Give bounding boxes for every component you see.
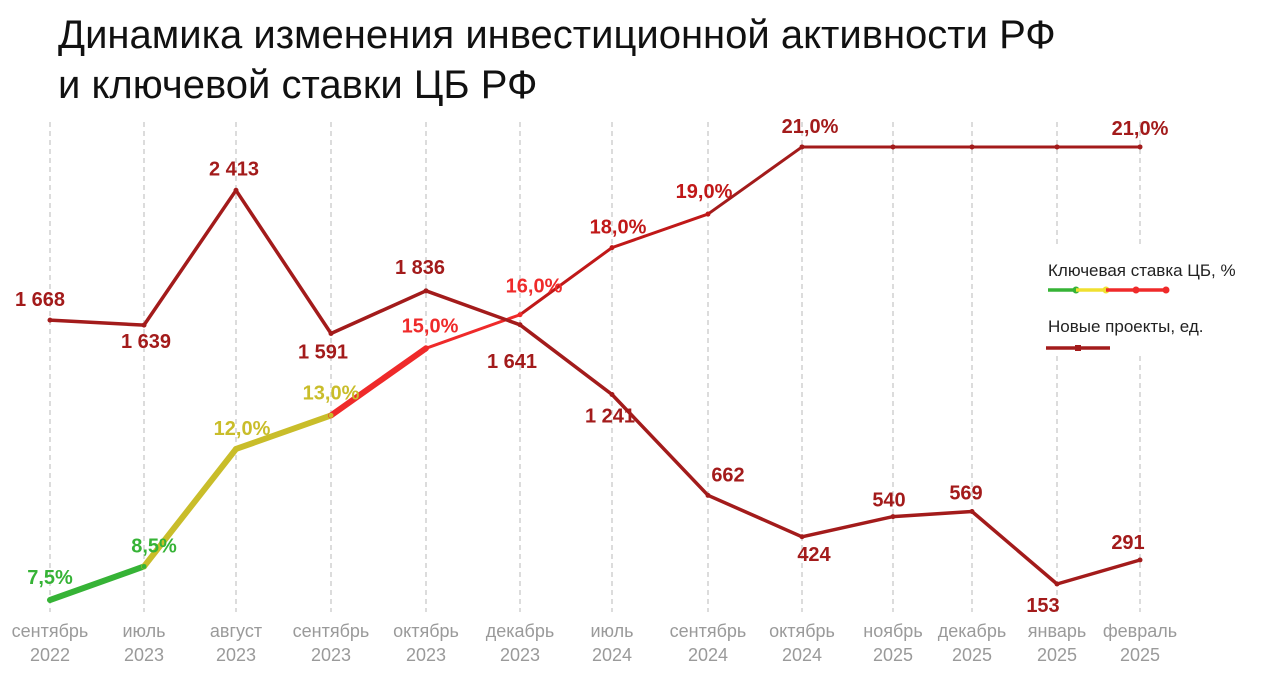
- x-tick-label-6: июль 2024: [590, 621, 633, 665]
- key-rate-point-11: [1054, 144, 1060, 150]
- x-tick-label-11: январь 2025: [1028, 621, 1086, 665]
- legend: Ключевая ставка ЦБ, % Новые проекты, ед.: [1036, 248, 1280, 354]
- new-projects-label-6: 1 241: [585, 405, 635, 427]
- key-rate-point-3: [328, 412, 334, 418]
- key-rate-segment-7: [706, 145, 804, 216]
- key-rate-segment-1: [141, 445, 239, 570]
- key-rate-point-8: [799, 144, 805, 150]
- key-rate-label-8: 21,0%: [782, 116, 839, 138]
- x-axis-labels: сентябрь 2022 июль 2023 август 2023 сентябрь 20…: [12, 621, 1177, 665]
- new-projects-point-7: [705, 492, 711, 498]
- new-projects-point-8: [799, 534, 805, 540]
- chart-title-line-1: Динамика изменения инвестиционной активн…: [58, 13, 1056, 57]
- key-rate-point-12: [1137, 144, 1143, 150]
- new-projects-line: [49, 188, 1141, 586]
- key-rate-data-labels: 7,5% 8,5% 12,0% 13,0% 15,0% 16,0% 18,0% 19,0% 21…: [27, 116, 1168, 589]
- key-rate-segment-0: [47, 563, 147, 603]
- key-rate-label-2: 12,0%: [214, 418, 271, 440]
- new-projects-label-10: 569: [949, 483, 982, 505]
- x-tick-label-4: октябрь 2023: [393, 621, 459, 665]
- key-rate-label-5: 16,0%: [506, 276, 563, 298]
- new-projects-label-12: 291: [1111, 532, 1144, 554]
- new-projects-point-2: [233, 187, 239, 193]
- key-rate-segment-5: [518, 246, 614, 317]
- new-projects-label-0: 1 668: [15, 289, 65, 311]
- key-rate-segment-3: [328, 345, 429, 419]
- legend-new-projects-label: Новые проекты, ед.: [1048, 317, 1204, 336]
- vertical-gridlines: [49, 122, 1141, 612]
- key-rate-point-6: [609, 245, 615, 251]
- key-rate-label-4: 15,0%: [402, 315, 459, 337]
- new-projects-point-10: [969, 509, 975, 515]
- key-rate-segment-6: [610, 212, 710, 250]
- new-projects-point-0: [47, 317, 53, 323]
- new-projects-label-8: 424: [797, 544, 831, 566]
- chart-title-line-2: и ключевой ставки ЦБ РФ: [58, 63, 538, 107]
- x-tick-label-10: декабрь 2025: [938, 621, 1007, 665]
- x-tick-label-3: сентябрь 2023: [293, 621, 370, 665]
- key-rate-label-6: 18,0%: [590, 217, 647, 239]
- key-rate-point-10: [969, 144, 975, 150]
- new-projects-label-5: 1 641: [487, 351, 537, 373]
- new-projects-label-9: 540: [872, 490, 905, 512]
- new-projects-point-4: [423, 288, 429, 294]
- new-projects-label-2: 2 413: [209, 158, 259, 180]
- new-projects-label-7: 662: [711, 464, 744, 486]
- key-rate-label-3: 13,0%: [303, 382, 360, 404]
- new-projects-point-5: [517, 322, 523, 328]
- x-tick-label-1: июль 2023: [122, 621, 165, 665]
- new-projects-point-3: [328, 331, 334, 337]
- new-projects-point-11: [1054, 581, 1060, 587]
- x-tick-label-7: сентябрь 2024: [670, 621, 747, 665]
- x-tick-label-8: октябрь 2024: [769, 621, 835, 665]
- new-projects-label-11: 153: [1026, 595, 1059, 617]
- key-rate-point-7: [705, 211, 711, 217]
- new-projects-point-9: [890, 514, 896, 520]
- x-tick-label-5: декабрь 2023: [486, 621, 555, 665]
- legend-box: [1036, 248, 1280, 354]
- key-rate-series: [47, 144, 1143, 603]
- new-projects-series: [47, 187, 1143, 587]
- key-rate-label-1: 8,5%: [131, 535, 177, 557]
- legend-key-rate-marker-3: [1162, 286, 1170, 294]
- legend-new-projects-marker: [1075, 345, 1081, 351]
- key-rate-point-4: [423, 345, 429, 351]
- x-tick-label-9: ноябрь 2025: [863, 621, 922, 665]
- chart-title: Динамика изменения инвестиционной активн…: [58, 10, 1273, 110]
- key-rate-point-2: [233, 446, 239, 452]
- x-tick-label-12: февраль 2025: [1103, 621, 1177, 665]
- key-rate-point-0: [47, 597, 53, 603]
- new-projects-label-1: 1 639: [121, 331, 171, 353]
- x-tick-label-0: сентябрь 2022: [12, 621, 89, 665]
- key-rate-label-7: 19,0%: [676, 181, 733, 203]
- new-projects-label-4: 1 836: [395, 257, 445, 279]
- key-rate-point-5: [517, 312, 523, 318]
- new-projects-data-labels: 1 668 1 639 2 413 1 591 1 836 1 641 1 241 662 42…: [15, 158, 1145, 617]
- new-projects-point-1: [141, 322, 147, 328]
- key-rate-point-9: [890, 144, 896, 150]
- new-projects-label-3: 1 591: [298, 342, 348, 364]
- new-projects-point-12: [1137, 557, 1143, 563]
- key-rate-label-0: 7,5%: [27, 567, 73, 589]
- key-rate-segment-2: [233, 412, 334, 452]
- x-tick-label-2: август 2023: [210, 621, 262, 665]
- key-rate-label-12: 21,0%: [1112, 118, 1169, 140]
- legend-key-rate-label: Ключевая ставка ЦБ, %: [1048, 261, 1236, 280]
- new-projects-point-6: [609, 391, 615, 397]
- key-rate-point-1: [141, 563, 147, 569]
